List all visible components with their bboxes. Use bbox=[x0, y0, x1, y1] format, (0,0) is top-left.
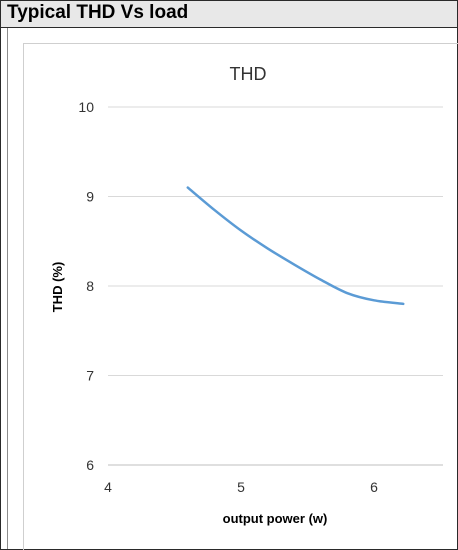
panel-title: Typical THD Vs load bbox=[7, 2, 189, 23]
y-tick-label: 8 bbox=[86, 278, 94, 294]
x-axis-label: output power (w) bbox=[223, 511, 328, 526]
x-tick-label: 6 bbox=[370, 479, 378, 495]
x-tick-label: 5 bbox=[237, 479, 245, 495]
panel-header: Typical THD Vs load bbox=[1, 1, 457, 28]
y-tick-labels: 10 9 8 7 6 bbox=[78, 99, 94, 473]
chart-title: THD bbox=[230, 64, 267, 84]
x-tick-labels: 4 5 6 bbox=[104, 479, 378, 495]
y-tick-label: 6 bbox=[86, 457, 94, 473]
y-tick-label: 10 bbox=[78, 99, 94, 115]
gridlines bbox=[108, 106, 443, 466]
chart-area-border bbox=[23, 43, 458, 550]
series-lines bbox=[186, 186, 405, 306]
thd-series-line bbox=[186, 186, 405, 306]
x-tick-label: 4 bbox=[104, 479, 112, 495]
y-tick-label: 9 bbox=[86, 189, 94, 205]
y-tick-label: 7 bbox=[86, 368, 94, 384]
y-axis-label: THD (%) bbox=[50, 262, 65, 313]
panel-divider bbox=[7, 28, 8, 549]
